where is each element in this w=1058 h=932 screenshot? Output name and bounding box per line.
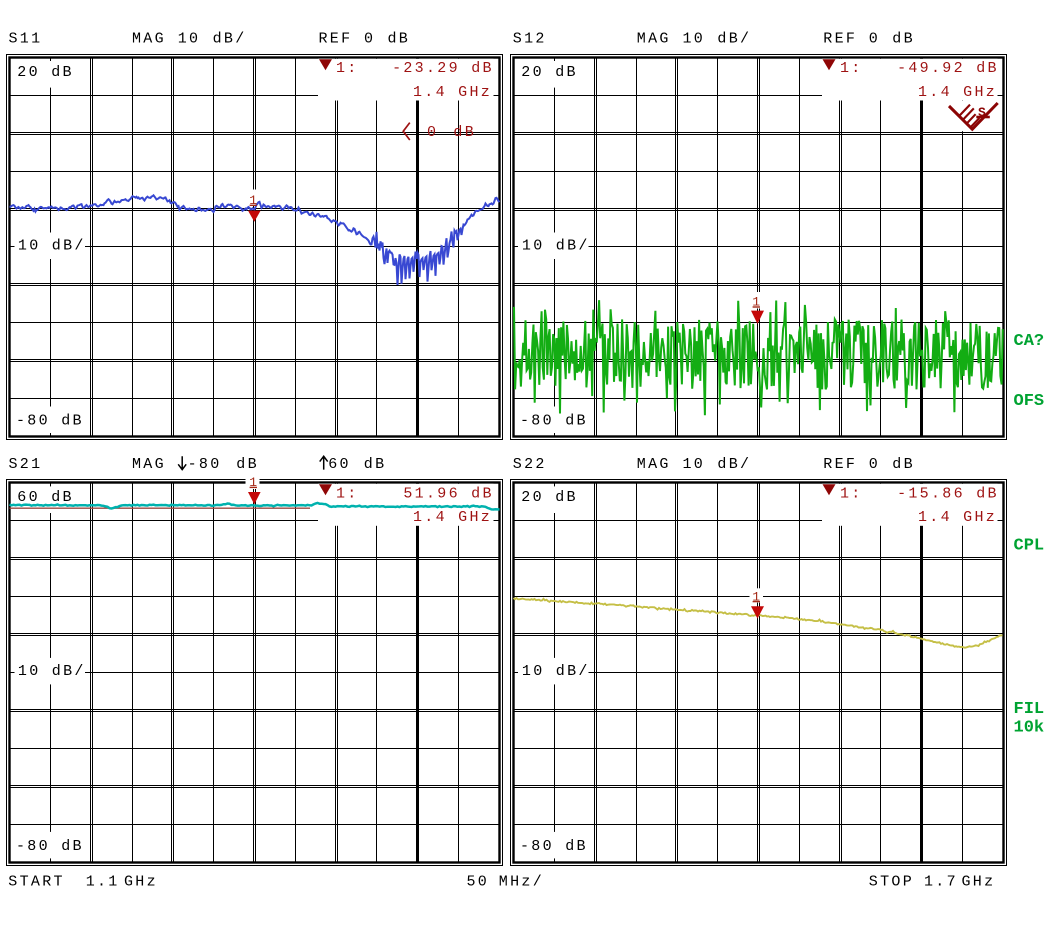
svg-text:20 dB: 20 dB [521,64,578,81]
svg-text:1.4 GHz: 1.4 GHz [918,509,997,526]
svg-text:1: 1 [249,475,257,490]
svg-text:CA?: CA? [1014,332,1045,351]
svg-text:FIL: FIL [1014,700,1045,719]
svg-text:20 dB: 20 dB [17,64,74,81]
svg-text:-80 dB: -80 dB [520,838,588,855]
svg-text:OFS: OFS [1014,392,1045,411]
svg-text:1:: 1: [840,486,863,503]
svg-text:MAG: MAG [132,30,166,47]
svg-text:GHz: GHz [124,874,158,891]
svg-text:REF: REF [823,456,857,473]
svg-text:S: S [978,105,986,120]
svg-text:S11: S11 [9,30,43,47]
svg-text:1:: 1: [336,60,359,77]
svg-text:1:: 1: [840,60,863,77]
svg-text:dB/: dB/ [717,30,751,47]
svg-text:S21: S21 [9,456,43,473]
svg-text:20 dB: 20 dB [521,489,578,506]
svg-text:0: 0 [427,124,438,141]
svg-text:1.7: 1.7 [924,874,958,891]
svg-text:CPL: CPL [1014,536,1045,555]
svg-text:dB: dB [364,456,387,473]
svg-text:0: 0 [869,30,880,47]
svg-text:GHz: GHz [962,874,996,891]
svg-text:0: 0 [364,30,375,47]
svg-text:10k: 10k [1014,718,1045,737]
svg-text:MAG: MAG [637,456,671,473]
svg-text:60: 60 [328,456,351,473]
svg-text:REF: REF [823,30,857,47]
svg-text:0: 0 [869,456,880,473]
svg-text:-49.92 dB: -49.92 dB [897,60,999,77]
svg-text:1: 1 [752,589,760,604]
svg-text:10 dB/: 10 dB/ [522,663,590,680]
svg-text:1: 1 [752,295,760,310]
svg-text:-80 dB: -80 dB [520,412,588,429]
svg-text:-23.29 dB: -23.29 dB [392,60,494,77]
svg-text:dB: dB [892,30,915,47]
svg-text:MAG: MAG [132,456,166,473]
svg-text:51.96 dB: 51.96 dB [403,486,493,503]
svg-text:10: 10 [683,30,706,47]
svg-text:MHz/: MHz/ [499,874,544,891]
svg-text:dB: dB [892,456,915,473]
svg-text:dB: dB [453,124,476,141]
svg-text:1.4 GHz: 1.4 GHz [413,84,492,101]
svg-text:1:: 1: [336,486,359,503]
svg-text:1.4 GHz: 1.4 GHz [918,84,997,101]
svg-text:10 dB/: 10 dB/ [18,237,86,254]
svg-text:S22: S22 [513,456,547,473]
svg-text:1: 1 [249,193,257,208]
svg-text:1.4 GHz: 1.4 GHz [413,509,492,526]
svg-text:60 dB: 60 dB [17,489,74,506]
svg-text:S12: S12 [513,30,547,47]
svg-text:MAG: MAG [637,30,671,47]
svg-text:10: 10 [683,456,706,473]
svg-text:-80 dB: -80 dB [16,838,84,855]
svg-text:REF: REF [319,30,353,47]
svg-text:dB: dB [236,456,259,473]
svg-text:dB/: dB/ [717,456,751,473]
svg-text:10: 10 [178,30,201,47]
svg-text:dB/: dB/ [213,30,247,47]
svg-text:-80: -80 [188,456,222,473]
svg-text:10 dB/: 10 dB/ [522,237,590,254]
svg-text:50: 50 [467,874,490,891]
svg-text:1.1: 1.1 [86,874,120,891]
svg-text:STOP: STOP [869,874,914,891]
svg-text:dB: dB [388,30,411,47]
svg-text:-15.86 dB: -15.86 dB [897,486,999,503]
svg-text:10 dB/: 10 dB/ [18,663,86,680]
svg-text:START: START [8,874,65,891]
svg-text:-80 dB: -80 dB [16,412,84,429]
